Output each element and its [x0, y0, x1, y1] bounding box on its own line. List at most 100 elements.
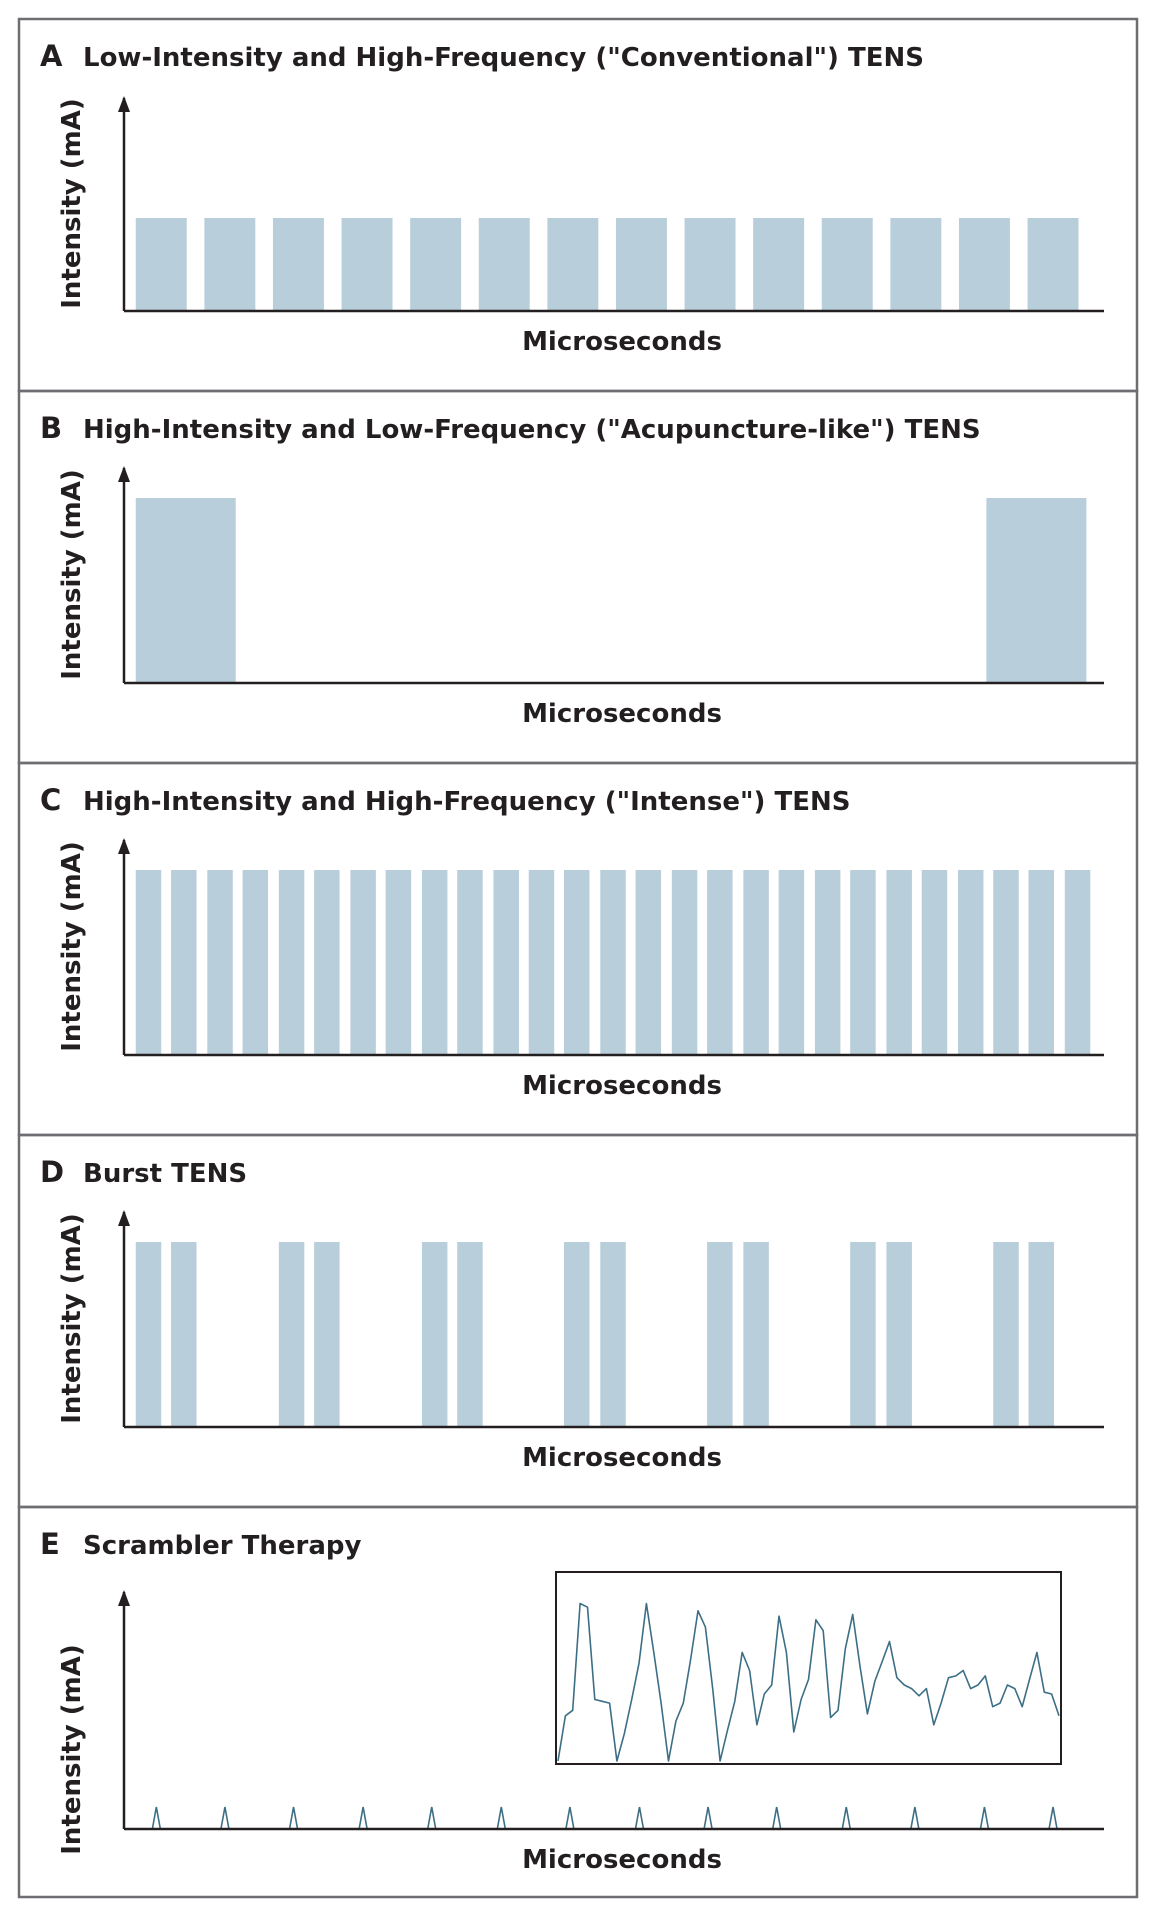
pulse-bar: [410, 218, 462, 311]
waveform-spike: [634, 1806, 645, 1830]
panel-title: High-Intensity and Low-Frequency ("Acupu…: [83, 415, 981, 445]
x-axis-label: Microseconds: [522, 1845, 722, 1875]
pulse-bar: [457, 1242, 483, 1427]
panel-c: C High-Intensity and High-Frequency ("In…: [40, 783, 1104, 1101]
pulse-bar: [457, 870, 483, 1055]
pulse-bar: [890, 218, 942, 311]
pulse-bar: [135, 870, 162, 1055]
waveform-spike: [565, 1806, 575, 1830]
pulse-bar: [314, 1242, 340, 1427]
pulse-bar: [564, 1242, 590, 1427]
pulse-bar: [886, 870, 912, 1055]
pulse-bar: [707, 1242, 733, 1427]
panel-e: E Scrambler Therapy Intensity (mA) Micro…: [40, 1527, 1104, 1875]
plot-area: [118, 96, 1104, 313]
pulse-bar: [272, 218, 324, 311]
pulse-bar: [1027, 218, 1079, 311]
x-axis-label: Microseconds: [522, 1443, 722, 1473]
pulse-bar: [753, 218, 805, 311]
waveform-spike: [703, 1806, 713, 1830]
pulse-bar: [993, 1242, 1019, 1427]
y-axis-label: Intensity (mA): [57, 1644, 87, 1855]
pulse-bar: [278, 1242, 305, 1427]
pulse-bar: [814, 870, 841, 1055]
pulse-bar: [478, 218, 530, 311]
waveform-spike: [358, 1806, 368, 1830]
pulse-bar: [743, 870, 769, 1055]
y-axis-label: Intensity (mA): [57, 1213, 87, 1424]
panel-title: Scrambler Therapy: [83, 1531, 361, 1561]
pulse-bar: [821, 218, 873, 311]
pulse-bar: [958, 218, 1010, 311]
waveform-spike: [910, 1806, 920, 1830]
waveform-spike: [288, 1806, 299, 1830]
waveform-spike: [151, 1806, 162, 1830]
pulse-bar: [1028, 1242, 1055, 1427]
plot-area: [118, 1210, 1104, 1429]
pulse-bar: [986, 498, 1087, 683]
inset-waveform-line: [557, 1602, 1060, 1762]
panel-frames: [17, 17, 1139, 1899]
panel-title: Burst TENS: [83, 1159, 247, 1189]
panel-letter: B: [40, 411, 62, 445]
pulse-bar: [615, 218, 667, 311]
pulse-bar: [921, 870, 948, 1055]
y-axis-arrow-icon: [118, 1590, 130, 1606]
pulse-bar: [671, 870, 698, 1055]
y-axis-arrow-icon: [118, 96, 130, 112]
pulse-bar: [684, 218, 736, 311]
waveform-spike: [1048, 1806, 1058, 1830]
waveform-spike: [771, 1806, 782, 1830]
panel-letter: A: [40, 39, 63, 73]
pulse-bar: [314, 870, 340, 1055]
pulse-bar: [600, 1242, 626, 1427]
pulse-bar: [135, 498, 236, 683]
y-axis-arrow-icon: [118, 1210, 130, 1226]
plot-area: [118, 466, 1104, 685]
pulse-bar: [886, 1242, 912, 1427]
pulse-bar: [171, 870, 197, 1055]
pulse-bar: [207, 870, 233, 1055]
panel-title: Low-Intensity and High-Frequency ("Conve…: [83, 43, 924, 73]
y-axis-label: Intensity (mA): [57, 469, 87, 680]
pulse-bar: [493, 870, 519, 1055]
pulse-bar: [204, 218, 256, 311]
waveform-spike: [979, 1806, 990, 1830]
pulse-bar: [385, 870, 412, 1055]
panel-a: A Low-Intensity and High-Frequency ("Con…: [40, 39, 1104, 357]
pulse-bar: [778, 870, 805, 1055]
waveform-spike: [841, 1806, 852, 1830]
pulse-bar: [850, 870, 876, 1055]
waveform-spike: [426, 1806, 437, 1830]
waveform-spike: [496, 1806, 507, 1830]
pulse-bar: [707, 870, 733, 1055]
panel-title: High-Intensity and High-Frequency ("Inte…: [83, 787, 850, 817]
pulse-bar: [341, 218, 393, 311]
pulse-bar: [1028, 870, 1055, 1055]
pulse-bar: [850, 1242, 876, 1427]
y-axis-label: Intensity (mA): [57, 841, 87, 1052]
pulse-bar: [135, 218, 187, 311]
panel-border: [17, 1505, 1139, 1899]
pulse-bar: [421, 870, 448, 1055]
plot-area: [118, 1571, 1104, 1831]
panel-d: D Burst TENS Intensity (mA) Microseconds: [40, 1155, 1104, 1473]
pulse-bar: [421, 1242, 448, 1427]
y-axis-arrow-icon: [118, 466, 130, 482]
x-axis-label: Microseconds: [522, 1071, 722, 1101]
panel-letter: C: [40, 783, 61, 817]
x-axis-label: Microseconds: [522, 327, 722, 357]
pulse-bar: [547, 218, 599, 311]
pulse-bar: [135, 1242, 162, 1427]
plot-area: [118, 838, 1104, 1057]
pulse-bar: [993, 870, 1019, 1055]
pulse-bar: [957, 870, 984, 1055]
pulse-bar: [743, 1242, 769, 1427]
y-axis-label: Intensity (mA): [57, 98, 87, 309]
pulse-bar: [564, 870, 590, 1055]
x-axis-label: Microseconds: [522, 699, 722, 729]
pulse-bar: [528, 870, 555, 1055]
pulse-bar: [600, 870, 626, 1055]
